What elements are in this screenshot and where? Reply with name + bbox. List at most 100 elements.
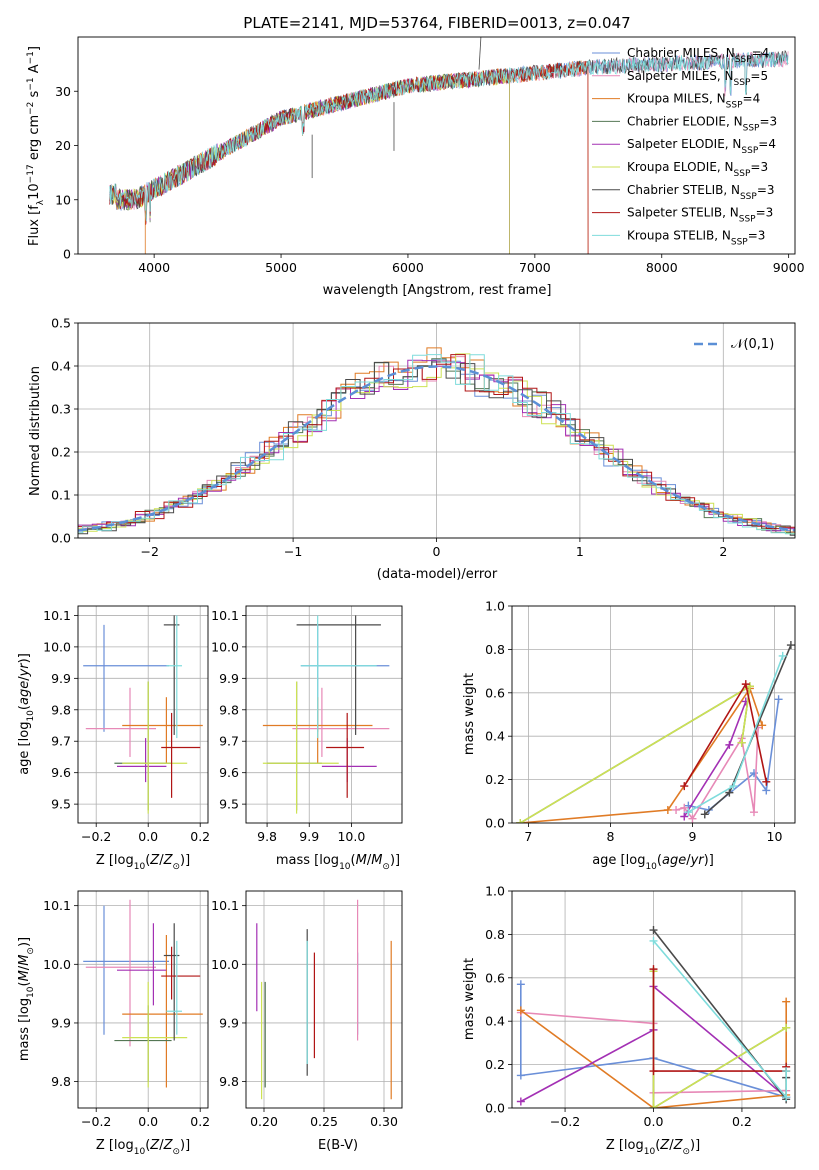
weight-line <box>683 701 747 817</box>
x-tick-label: 1 <box>576 544 584 559</box>
x-axis-label: mass [log10(M/M⊙)] <box>276 853 400 872</box>
plus-marker <box>725 788 734 797</box>
y-tick-label: 0.4 <box>485 1014 505 1029</box>
spectrum-line <box>109 51 789 222</box>
plus-marker <box>649 926 658 935</box>
y-axis-label: Flux [fλ10−17 erg cm−2 s−1 A−1] <box>26 46 46 246</box>
x-tick-label: −1 <box>284 544 302 559</box>
plus-marker <box>782 1023 791 1032</box>
x-axis-label: Z [log10(Z/Z⊙)] <box>96 853 190 872</box>
spike <box>478 37 482 70</box>
legend-entry: Kroupa ELODIE, NSSP=3 <box>627 160 768 179</box>
x-tick-label: 0.30 <box>370 1114 398 1129</box>
x-tick-label: 0.25 <box>310 1114 338 1129</box>
y-tick-label: 9.9 <box>219 1015 239 1030</box>
y-tick-label: 10.1 <box>43 898 71 913</box>
y-tick-label: 0.0 <box>485 816 505 831</box>
x-tick-label: 2 <box>719 544 727 559</box>
axes-group: −0.2 0.0 0.2 9.5 9.6 9.7 9.8 9.9 10.0 10.1 <box>43 606 210 844</box>
weight-line <box>520 686 763 823</box>
y-tick-label: 9.6 <box>51 765 71 780</box>
spectrum-line <box>109 60 589 254</box>
spectrum-line <box>109 69 510 254</box>
errorbar-group <box>262 615 390 814</box>
y-tick-label: 10.0 <box>43 639 71 654</box>
plus-marker <box>737 738 746 747</box>
y-axis-label: mass [log10(M/M⊙)] <box>17 937 36 1061</box>
x-tick-label: 0.0 <box>138 829 158 844</box>
errorbar-group <box>256 899 392 1100</box>
y-tick-label: 0 <box>63 247 71 262</box>
x-tick-label: 10.0 <box>337 829 365 844</box>
plus-marker <box>700 810 709 819</box>
plus-marker <box>684 808 693 817</box>
spectra-group <box>109 37 789 254</box>
spectrum-line <box>109 69 510 254</box>
y-tick-label: 9.9 <box>51 671 71 686</box>
x-tick-label: 7000 <box>519 260 551 275</box>
y-tick-label: 9.7 <box>51 734 71 749</box>
x-tick-label: 8 <box>606 829 614 844</box>
y-tick-label: 1.0 <box>485 599 505 614</box>
plus-marker <box>729 782 738 791</box>
y-tick-label: 0.2 <box>485 772 505 787</box>
plus-marker <box>672 805 681 814</box>
weight-line <box>688 699 780 811</box>
x-tick-label: 9.9 <box>299 829 319 844</box>
plus-marker <box>786 641 795 650</box>
axes-group: 7 8 9 10 0.0 0.2 0.4 0.6 0.8 1.0 <box>485 599 795 844</box>
axes-frame <box>511 605 796 824</box>
y-tick-label: 0.0 <box>51 531 71 546</box>
legend-entry: Salpeter ELODIE, NSSP=4 <box>627 137 776 156</box>
weight-lines-group <box>516 926 791 1108</box>
legend-entry: Chabrier ELODIE, NSSP=3 <box>627 114 777 133</box>
y-tick-label: 0.4 <box>485 729 505 744</box>
y-tick-label: 0.6 <box>485 970 505 985</box>
plus-marker <box>516 1071 525 1080</box>
y-tick-label: 10 <box>55 192 71 207</box>
y-tick-label: 9.9 <box>51 1015 71 1030</box>
y-tick-label: 9.8 <box>219 1074 239 1089</box>
plus-marker <box>516 1097 525 1106</box>
y-tick-label: 0.6 <box>485 685 505 700</box>
y-axis-label: mass weight <box>462 673 477 755</box>
plus-marker <box>649 936 658 945</box>
plus-marker <box>688 814 697 823</box>
weight-line <box>652 940 787 1100</box>
y-tick-label: 30 <box>55 84 71 99</box>
chart-title: PLATE=2141, MJD=53764, FIBERID=0013, z=0… <box>243 14 630 32</box>
plus-marker <box>782 1093 791 1102</box>
x-axis-label: wavelength [Angstrom, rest frame] <box>323 283 552 298</box>
plus-marker <box>680 782 689 791</box>
histogram-series <box>78 354 795 535</box>
y-tick-label: 0.0 <box>485 1101 505 1116</box>
x-tick-label: 4000 <box>138 260 170 275</box>
errorbar-group <box>83 899 203 1088</box>
plus-marker <box>762 786 771 795</box>
plus-marker <box>649 1104 658 1108</box>
y-tick-label: 9.8 <box>51 1074 71 1089</box>
plus-marker <box>782 1067 791 1076</box>
plus-marker <box>745 682 754 691</box>
x-tick-label: 0 <box>433 544 441 559</box>
y-tick-label: 9.5 <box>51 797 71 812</box>
y-tick-label: 10.0 <box>43 957 71 972</box>
y-tick-label: 9.8 <box>51 702 71 717</box>
legend-entry: 𝒩(0,1) <box>731 337 774 352</box>
x-axis-label: E(B-V) <box>318 1138 358 1153</box>
plus-marker <box>725 740 734 749</box>
x-axis-label: Z [log10(Z/Z⊙)] <box>96 1138 190 1157</box>
axes-group: −2 −1 0 1 2 0.0 0.1 0.2 0.3 0.4 0.5 <box>51 316 795 559</box>
y-tick-label: 0.8 <box>485 927 505 942</box>
y-tick-label: 0.1 <box>51 488 71 503</box>
x-tick-label: 6000 <box>392 260 424 275</box>
axes-frame <box>245 890 403 1109</box>
x-tick-label: −0.2 <box>550 1114 580 1129</box>
x-tick-label: 9 <box>688 829 696 844</box>
y-axis-label: Normed distribution <box>28 366 43 496</box>
y-tick-label: 10.0 <box>211 957 239 972</box>
x-tick-label: 5000 <box>265 260 297 275</box>
y-tick-label: 10.0 <box>211 639 239 654</box>
plus-marker <box>758 721 767 730</box>
